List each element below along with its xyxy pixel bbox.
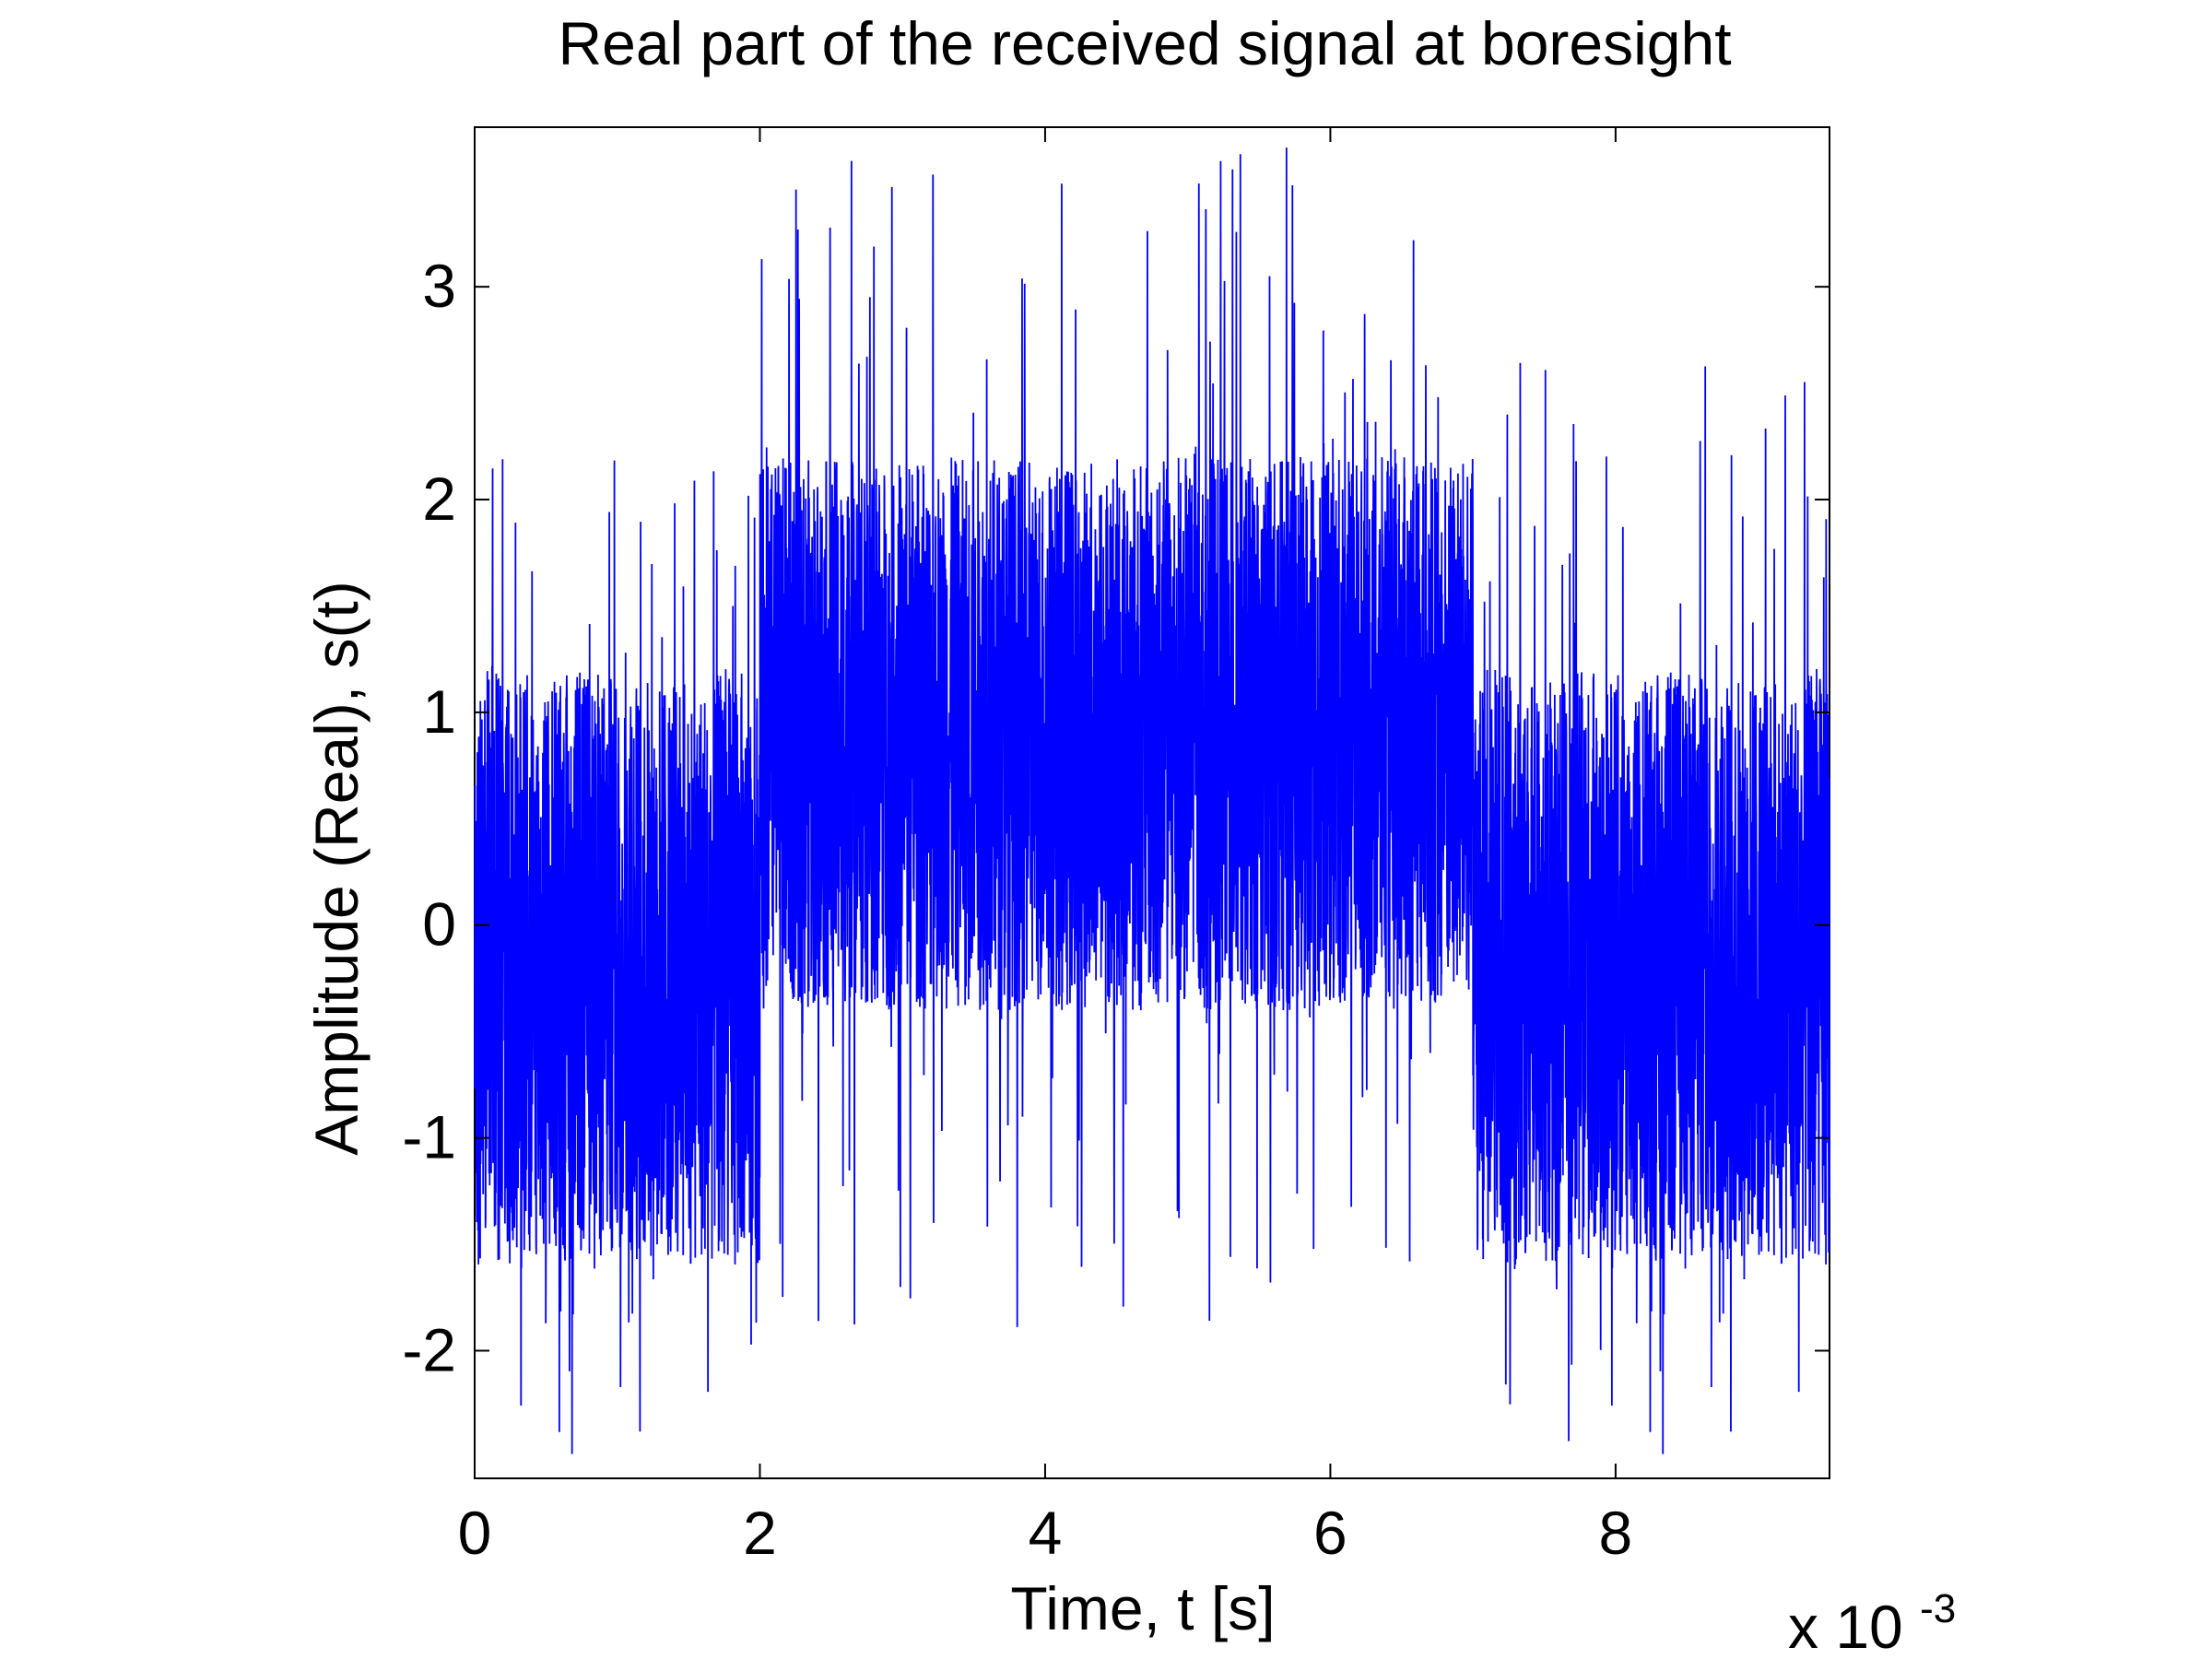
signal-series	[474, 147, 1830, 1454]
x-axis-label: Time, t [s]	[1010, 1574, 1275, 1642]
y-tick-label: 1	[422, 677, 456, 746]
y-tick-label: 0	[422, 890, 456, 959]
y-tick-label: -2	[402, 1315, 456, 1383]
chart-title: Real part of the received signal at bore…	[558, 9, 1731, 77]
y-tick-label: 2	[422, 465, 456, 533]
y-tick-label: 3	[422, 252, 456, 320]
x-axis-exponent-power: -3	[1920, 1586, 1956, 1631]
x-tick-label: 2	[743, 1499, 777, 1567]
y-axis-ticks: -2 -1 0 1 2 3	[402, 252, 1830, 1383]
x-tick-label: 4	[1029, 1499, 1063, 1567]
y-tick-label: -1	[402, 1103, 456, 1171]
plot-area: 0 2 4 6 8 -2 -1 0 1 2 3	[402, 126, 1830, 1567]
x-axis-exponent-base: x 10	[1788, 1593, 1903, 1659]
x-axis-ticks: 0 2 4 6 8	[458, 127, 1633, 1567]
x-tick-label: 6	[1313, 1499, 1347, 1567]
y-axis-label: Amplitude (Real), s(t)	[302, 581, 371, 1156]
x-tick-label: 8	[1599, 1499, 1633, 1567]
x-axis-exponent: x 10 -3	[1788, 1586, 1956, 1659]
x-tick-label: 0	[458, 1499, 492, 1567]
